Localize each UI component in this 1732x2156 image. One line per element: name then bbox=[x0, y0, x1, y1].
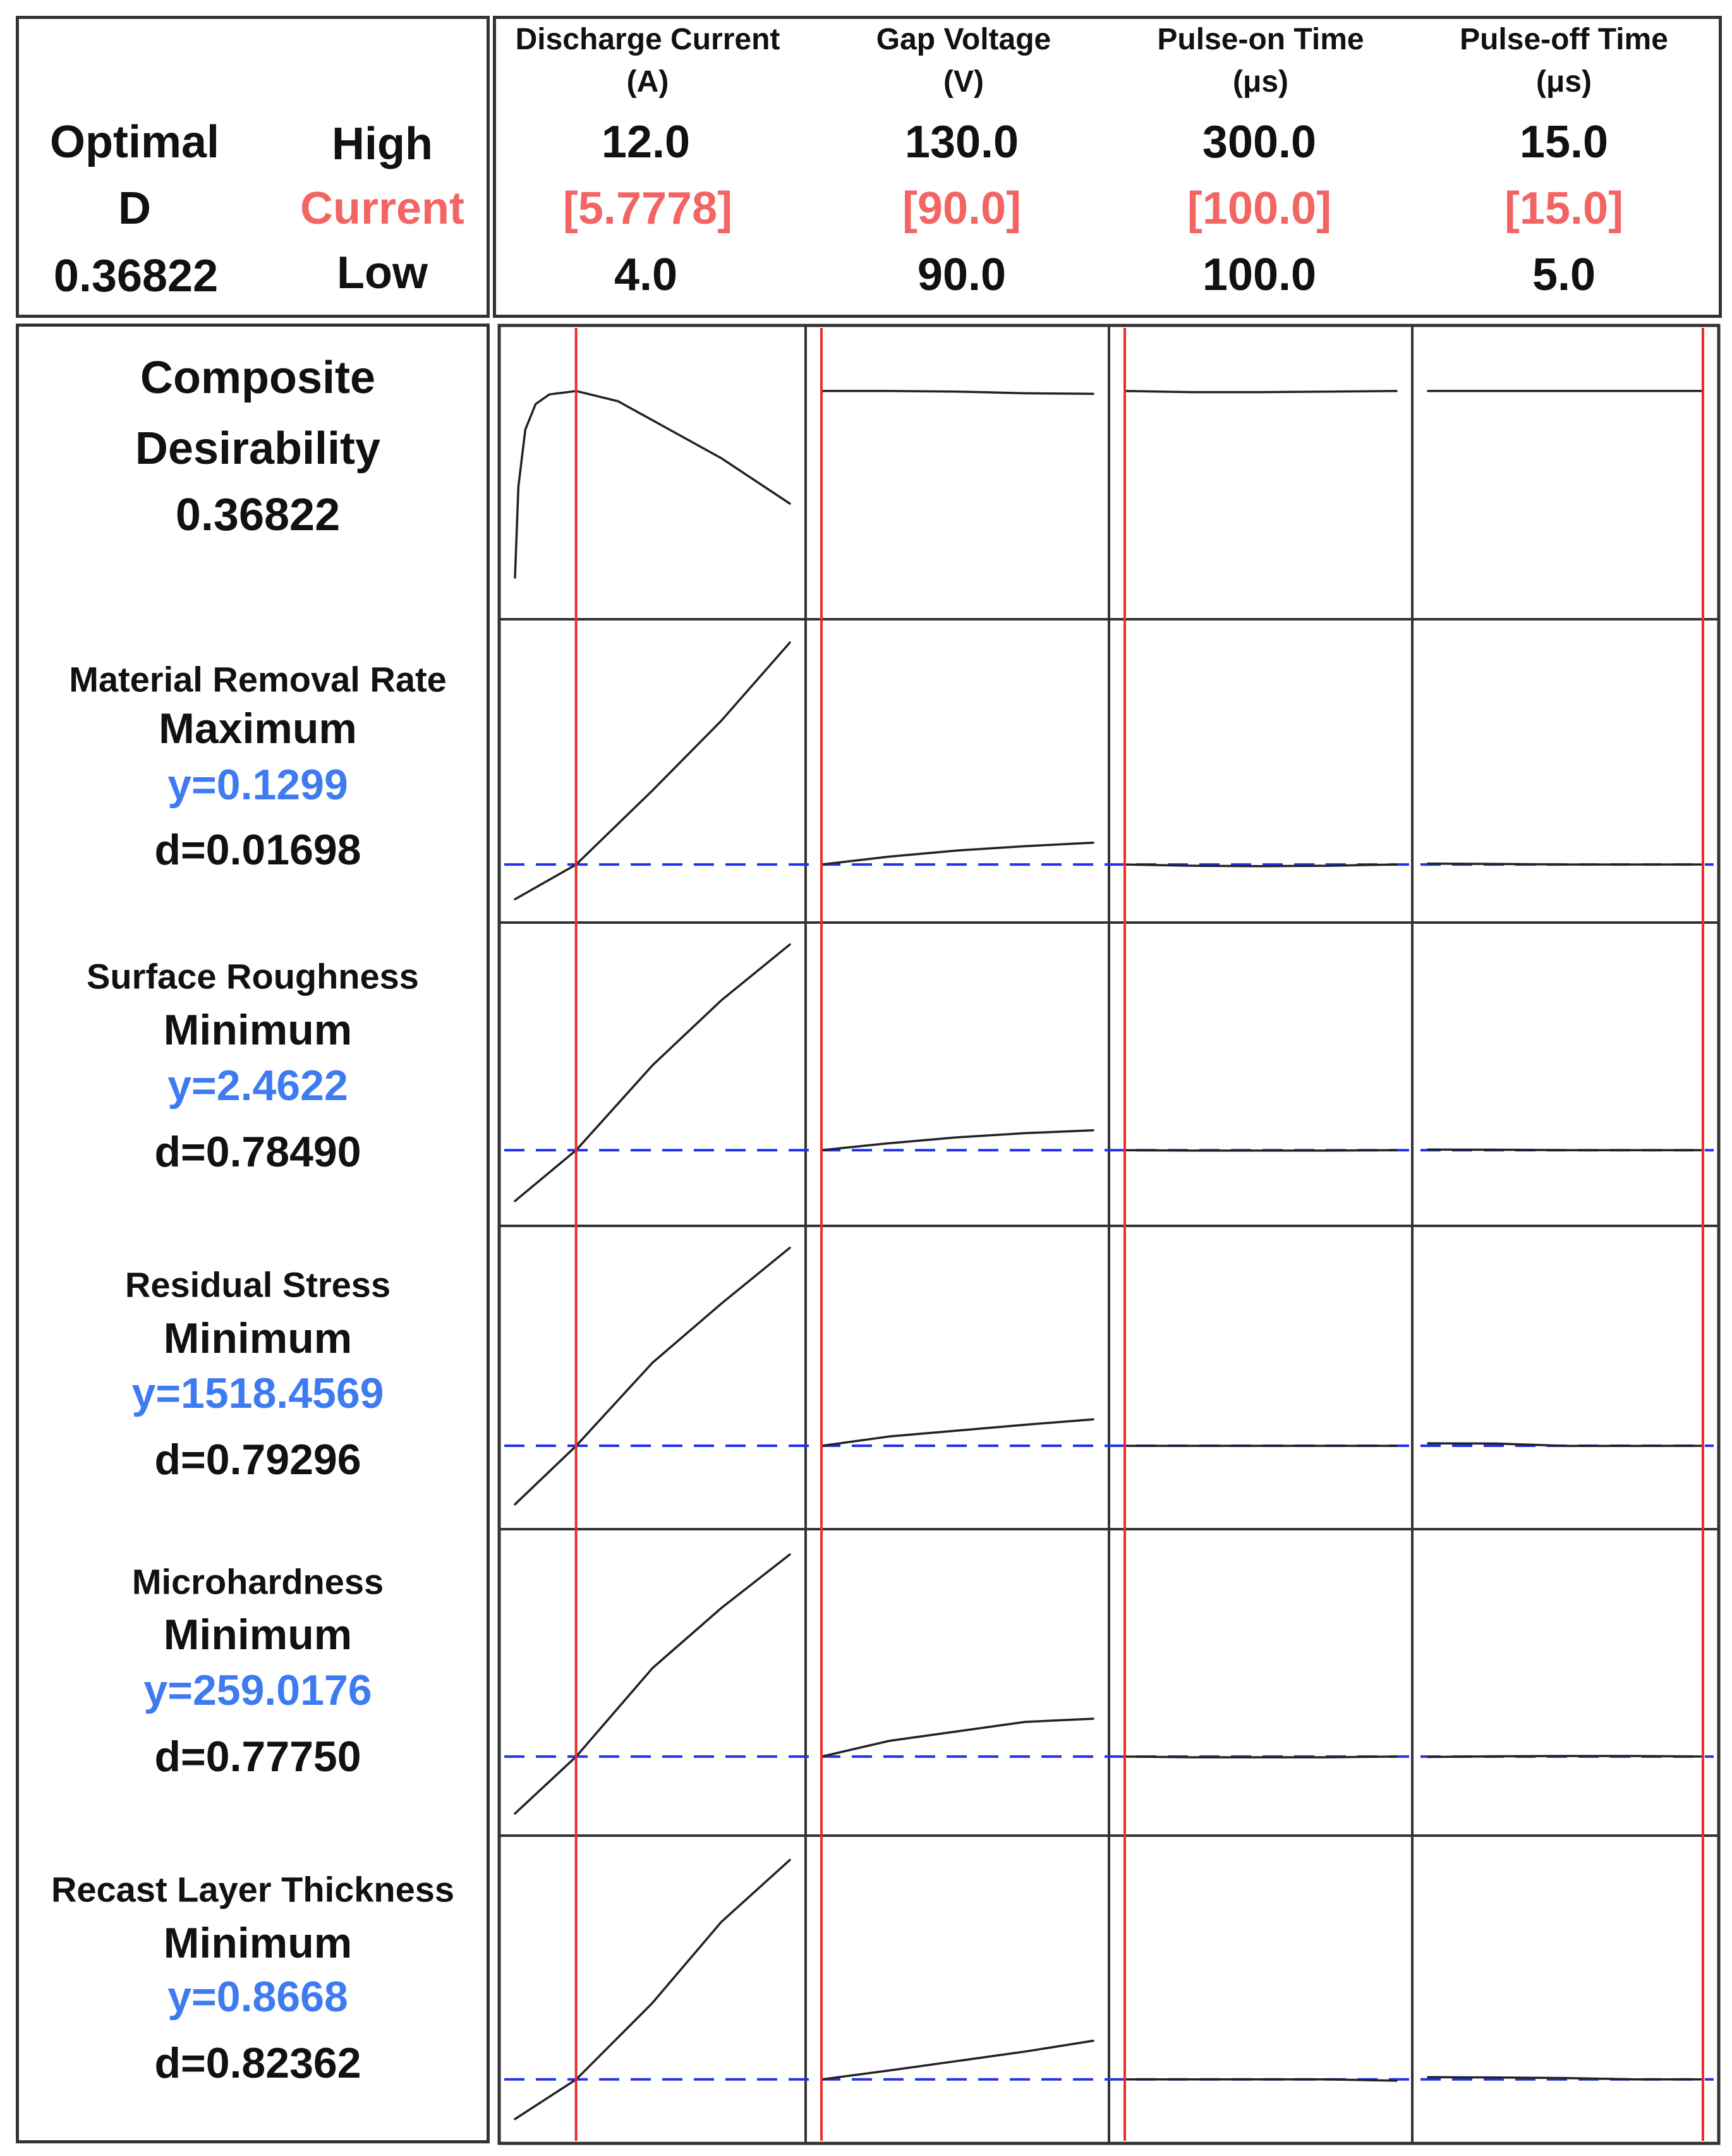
response-y: y=1518.4569 bbox=[131, 1369, 384, 1417]
curve-composite-desirability-gap-voltage bbox=[820, 390, 1094, 396]
factor-current: [5.7778] bbox=[562, 183, 733, 234]
factor-low: 100.0 bbox=[1202, 250, 1317, 300]
curve-residual-stress-pulse-off-time bbox=[1427, 1442, 1704, 1448]
curve-material-removal-rate-gap-voltage bbox=[820, 841, 1094, 866]
optimal-label: Optimal bbox=[49, 117, 220, 167]
factor-name: Pulse-on Time bbox=[1157, 23, 1364, 56]
optimal-d-value: 0.36822 bbox=[53, 251, 219, 301]
factor-unit: (V) bbox=[943, 65, 984, 99]
factor-unit: (μs) bbox=[1535, 65, 1592, 99]
factor-high: 300.0 bbox=[1202, 117, 1317, 167]
response-goal: Minimum bbox=[163, 1314, 353, 1362]
response-name: Surface Roughness bbox=[87, 956, 419, 996]
response-goal: Minimum bbox=[163, 1006, 353, 1054]
low-label: Low bbox=[337, 248, 428, 298]
response-y: y=259.0176 bbox=[143, 1666, 372, 1714]
response-y: y=2.4622 bbox=[167, 1062, 348, 1110]
factor-low: 4.0 bbox=[614, 250, 678, 300]
curve-recast-layer-thickness-discharge-current bbox=[514, 1858, 791, 2121]
high-label: High bbox=[332, 119, 433, 169]
factor-high: 12.0 bbox=[601, 117, 691, 167]
response-d: d=0.78490 bbox=[154, 1128, 361, 1176]
curve-recast-layer-thickness-pulse-on-time bbox=[1123, 2078, 1398, 2082]
curve-microhardness-pulse-off-time bbox=[1427, 1755, 1704, 1759]
curve-surface-roughness-gap-voltage bbox=[820, 1129, 1094, 1151]
response-d: d=0.82362 bbox=[154, 2039, 361, 2087]
curve-residual-stress-discharge-current bbox=[514, 1246, 791, 1506]
response-d: d=0.01698 bbox=[154, 826, 361, 874]
response-name: Microhardness bbox=[131, 1561, 384, 1602]
curve-residual-stress-gap-voltage bbox=[820, 1418, 1094, 1447]
factor-high: 130.0 bbox=[904, 117, 1019, 167]
response-d: d=0.79296 bbox=[154, 1436, 361, 1484]
factor-settings-panel bbox=[493, 16, 1722, 318]
curve-composite-desirability-discharge-current bbox=[514, 390, 791, 579]
optimal-panel bbox=[16, 16, 490, 318]
curve-recast-layer-thickness-gap-voltage bbox=[820, 2039, 1094, 2081]
curve-microhardness-discharge-current bbox=[514, 1553, 791, 1815]
composite-line2: Desirability bbox=[135, 423, 381, 474]
curve-surface-roughness-pulse-on-time bbox=[1123, 1149, 1398, 1152]
response-goal: Maximum bbox=[159, 705, 357, 753]
factor-low: 5.0 bbox=[1532, 250, 1596, 300]
factor-current: [90.0] bbox=[902, 183, 1022, 234]
curve-recast-layer-thickness-pulse-off-time bbox=[1427, 2076, 1704, 2081]
curve-surface-roughness-discharge-current bbox=[514, 943, 791, 1202]
composite-value: 0.36822 bbox=[175, 490, 341, 540]
response-name: Residual Stress bbox=[124, 1264, 391, 1305]
response-d: d=0.77750 bbox=[154, 1733, 361, 1781]
curve-microhardness-gap-voltage bbox=[820, 1717, 1094, 1758]
curve-material-removal-rate-pulse-on-time bbox=[1123, 863, 1398, 868]
factor-current: [100.0] bbox=[1187, 183, 1332, 234]
factor-unit: (μs) bbox=[1232, 65, 1289, 99]
factor-unit: (A) bbox=[626, 65, 669, 99]
response-y: y=0.1299 bbox=[167, 761, 348, 809]
composite-line1: Composite bbox=[140, 353, 376, 403]
factor-name: Gap Voltage bbox=[876, 23, 1051, 56]
curve-surface-roughness-pulse-off-time bbox=[1427, 1148, 1704, 1151]
factor-low: 90.0 bbox=[917, 250, 1007, 300]
response-name: Recast Layer Thickness bbox=[51, 1869, 455, 1910]
response-name: Material Removal Rate bbox=[69, 659, 447, 699]
response-label-panel bbox=[16, 324, 490, 2143]
curve-composite-desirability-pulse-on-time bbox=[1123, 390, 1398, 394]
factor-high: 15.0 bbox=[1519, 117, 1609, 167]
optimal-d-label: D bbox=[118, 183, 151, 234]
response-goal: Minimum bbox=[163, 1919, 353, 1967]
factor-name: Pulse-off Time bbox=[1460, 23, 1668, 56]
factor-name: Discharge Current bbox=[515, 23, 780, 56]
response-y: y=0.8668 bbox=[167, 1973, 348, 2021]
response-goal: Minimum bbox=[163, 1611, 353, 1659]
current-label: Current bbox=[300, 183, 465, 234]
factor-current: [15.0] bbox=[1504, 183, 1624, 234]
curve-material-removal-rate-discharge-current bbox=[514, 641, 791, 900]
